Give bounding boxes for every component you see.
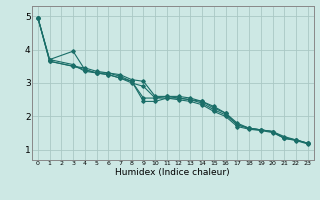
X-axis label: Humidex (Indice chaleur): Humidex (Indice chaleur) [116, 168, 230, 177]
